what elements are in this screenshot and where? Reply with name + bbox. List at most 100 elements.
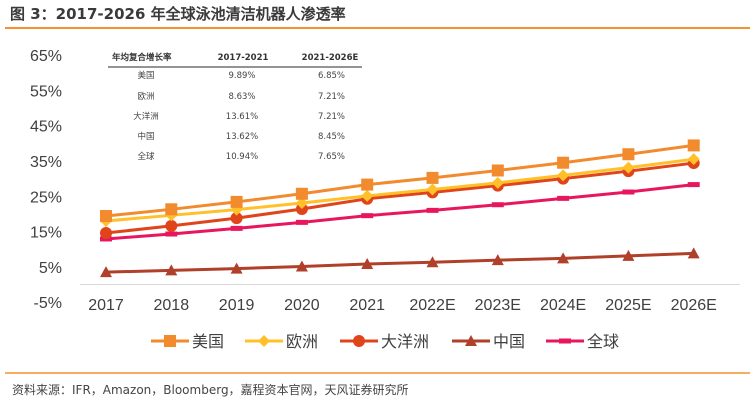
- legend-marker-icon: [559, 338, 571, 344]
- data-point: [295, 219, 308, 225]
- data-point: [491, 202, 504, 208]
- data-point: [361, 213, 374, 219]
- legend: 美国 欧洲 大洋洲 中国 全球: [151, 332, 619, 351]
- y-tick-label: 15%: [30, 225, 62, 242]
- data-point: [230, 195, 243, 208]
- legend-item: 美国: [151, 332, 224, 351]
- data-point: [491, 254, 504, 266]
- data-point: [295, 187, 308, 200]
- legend-marker-icon: [465, 335, 477, 346]
- table-cell-region: 欧洲: [137, 91, 154, 102]
- data-point: [230, 262, 243, 274]
- x-tick-label: 2026E: [671, 297, 717, 314]
- series-0: [100, 139, 700, 223]
- data-point: [491, 164, 504, 177]
- data-point: [361, 178, 374, 191]
- legend-marker-icon: [258, 335, 270, 347]
- data-point: [622, 161, 635, 174]
- y-tick-label: 5%: [39, 260, 62, 277]
- series-line: [105, 157, 694, 223]
- legend-marker-icon: [353, 335, 365, 347]
- x-tick-label: 2025E: [605, 297, 651, 314]
- table-cell-region: 大洋洲: [133, 111, 159, 122]
- table-header: 2021-2026E: [302, 53, 359, 63]
- x-axis: 2017 2018 2019 2020 2021 2022E 2023E 2024E 2025E…: [88, 297, 717, 314]
- table-cell-region: 美国: [137, 70, 154, 81]
- legend-item: 中国: [452, 332, 525, 351]
- series-line: [105, 161, 694, 235]
- data-point: [622, 249, 635, 261]
- data-point: [426, 207, 439, 213]
- legend-label: 欧洲: [286, 332, 318, 351]
- legend-item: 全球: [546, 332, 619, 351]
- data-point: [165, 203, 178, 216]
- x-tick-label: 2021: [349, 297, 385, 314]
- series-4: [100, 182, 700, 242]
- table-cell-cagr-2021-2026: 6.85%: [318, 71, 345, 81]
- data-point: [557, 156, 570, 169]
- data-point: [165, 219, 178, 232]
- legend-marker-icon: [164, 335, 176, 347]
- data-point: [491, 176, 504, 189]
- table-cell-cagr-2017-2021: 13.61%: [226, 112, 258, 122]
- table-cell-region: 中国: [137, 131, 154, 142]
- plot-area: [100, 139, 700, 278]
- table-header: 2017-2021: [218, 53, 269, 63]
- data-point: [230, 212, 243, 225]
- source-note: 资料来源：IFR，Amazon，Bloomberg，嘉程资本官网，天风证券研究所: [12, 382, 409, 397]
- series-line: [105, 183, 694, 241]
- x-tick-label: 2023E: [475, 297, 521, 314]
- legend-item: 大洋洲: [340, 332, 429, 351]
- data-point: [622, 148, 635, 161]
- data-point: [295, 196, 308, 209]
- data-point: [361, 189, 374, 202]
- legend-label: 美国: [192, 332, 224, 351]
- data-point: [100, 210, 112, 223]
- x-tick-label: 2022E: [409, 297, 455, 314]
- data-point: [426, 171, 439, 184]
- y-tick-label: -5%: [34, 295, 62, 312]
- table-cell-cagr-2021-2026: 7.21%: [318, 112, 345, 122]
- data-point: [426, 256, 439, 268]
- table-cell-cagr-2021-2026: 8.45%: [318, 132, 345, 142]
- data-point: [557, 252, 570, 264]
- series-1: [100, 153, 700, 227]
- table-cell-cagr-2021-2026: 7.65%: [318, 152, 345, 162]
- data-point: [426, 183, 439, 196]
- y-tick-label: 45%: [30, 119, 62, 136]
- data-point: [687, 153, 700, 166]
- data-point: [100, 226, 112, 239]
- data-point: [100, 266, 112, 278]
- series-3: [100, 247, 700, 278]
- data-point: [295, 260, 308, 272]
- x-tick-label: 2018: [154, 297, 190, 314]
- data-point: [557, 169, 570, 182]
- x-tick-label: 2020: [284, 297, 320, 314]
- table-cell-cagr-2017-2021: 8.63%: [228, 92, 255, 102]
- x-tick-label: 2019: [219, 297, 255, 314]
- data-point: [622, 189, 635, 195]
- legend-label: 中国: [493, 332, 525, 351]
- data-point: [361, 258, 374, 270]
- table-header: 年均复合增长率: [112, 52, 172, 63]
- y-axis: 65% 55% 45% 35% 25% 15% 5% -5%: [30, 48, 62, 312]
- data-point: [165, 231, 178, 237]
- series-line: [105, 251, 694, 274]
- table-row: 中国 13.62% 8.45%: [137, 131, 345, 142]
- table-row: 全球 10.94% 7.65%: [137, 151, 345, 162]
- figure-title: 图 3：2017-2026 年全球泳池清洁机器人渗透率: [10, 5, 346, 23]
- data-point: [230, 225, 243, 231]
- cagr-table: 年均复合增长率 2017-2021 2021-2026E 美国 9.89% 6.85…: [108, 52, 362, 162]
- series-line: [105, 143, 694, 218]
- table-cell-cagr-2017-2021: 13.62%: [226, 132, 258, 142]
- x-tick-label: 2024E: [540, 297, 586, 314]
- data-point: [687, 139, 700, 152]
- y-tick-label: 55%: [30, 83, 62, 100]
- data-point: [687, 182, 700, 188]
- data-point: [100, 236, 112, 242]
- table-row: 美国 9.89% 6.85%: [137, 70, 345, 81]
- data-point: [687, 247, 700, 259]
- y-tick-label: 65%: [30, 48, 62, 65]
- table-cell-cagr-2021-2026: 7.21%: [318, 92, 345, 102]
